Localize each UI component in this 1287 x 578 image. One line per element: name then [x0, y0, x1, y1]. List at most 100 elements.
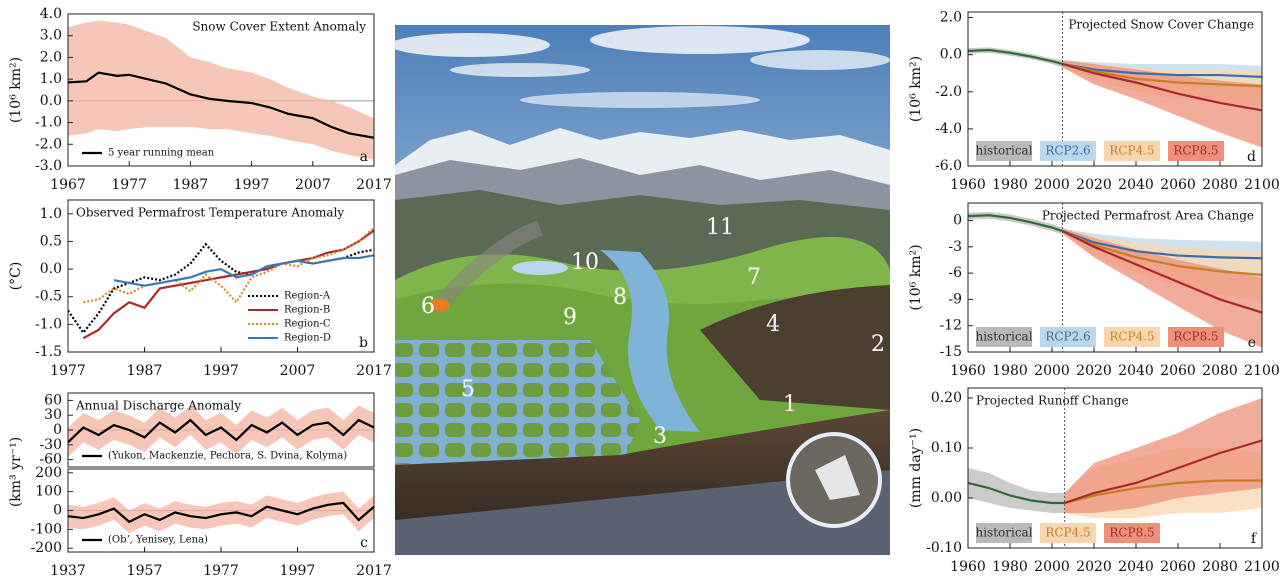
chart-title: Observed Permafrost Temperature Anomaly	[76, 206, 344, 220]
y-tick-label: 0	[53, 422, 62, 438]
uncertainty-band	[1062, 228, 1262, 348]
x-tick-label: 1960	[950, 363, 986, 379]
plot-frame	[967, 202, 1263, 353]
plot-area	[68, 491, 374, 534]
series-line	[968, 481, 1065, 505]
y-tick-label: 3.0	[40, 28, 62, 44]
y-tick-label: -30	[39, 437, 62, 453]
legend-label: Region-D	[284, 333, 331, 344]
illustration-label: 3	[653, 424, 667, 449]
illustration-label: 8	[613, 285, 627, 310]
y-axis-label: (mm day⁻¹)	[908, 428, 924, 508]
x-tick-label: 2020	[1076, 363, 1112, 379]
uncertainty-band	[968, 468, 1065, 513]
x-tick-label: 2040	[1118, 177, 1154, 193]
y-axis-label: (°C)	[8, 262, 24, 291]
series-line	[68, 418, 374, 444]
legend-swatch	[1104, 141, 1160, 161]
uncertainty-band	[1062, 60, 1262, 148]
series-line	[1062, 62, 1262, 112]
x-tick-label: 1960	[950, 559, 986, 575]
illustration-label: 10	[571, 250, 599, 275]
y-tick-label: 100	[35, 484, 62, 500]
y-tick-label: 2.0	[940, 10, 962, 26]
y-tick-label: -200	[31, 540, 62, 556]
x-tick-label: 1937	[50, 563, 86, 578]
x-tick-label: 2020	[1076, 177, 1112, 193]
series-line	[1062, 230, 1262, 314]
y-tick-label: 4.0	[40, 6, 62, 22]
y-tick-label: 2.0	[40, 49, 62, 65]
y-tick-label: -6.0	[935, 158, 962, 174]
series-line	[68, 501, 374, 524]
y-tick-label: -2.0	[935, 84, 962, 100]
y-tick-label: -4.0	[935, 121, 962, 137]
x-tick-label: 1997	[203, 363, 239, 379]
series-line	[968, 214, 1063, 233]
x-tick-label: 2007	[295, 177, 331, 193]
legend-swatch	[1168, 141, 1224, 161]
series-line	[68, 71, 374, 139]
x-tick-label: 1960	[950, 177, 986, 193]
y-tick-label: -12	[939, 318, 962, 334]
legend-label: Region-B	[284, 305, 330, 316]
series-line	[1062, 62, 1262, 88]
illustration-label: 9	[563, 305, 577, 330]
panel-letter: e	[1248, 335, 1256, 351]
x-tick-label: 2040	[1118, 559, 1154, 575]
legend-label: historical	[975, 330, 1032, 344]
x-tick-label: 2040	[1118, 363, 1154, 379]
x-tick-label: 1987	[173, 177, 209, 193]
legend-swatch	[1104, 523, 1160, 543]
panel-letter: f	[1251, 531, 1258, 547]
x-tick-label: 2060	[1160, 363, 1196, 379]
x-tick-label: 1997	[280, 563, 316, 578]
illustration-label: 1	[783, 392, 797, 417]
y-tick-label: -9	[948, 291, 962, 307]
x-tick-label: 2060	[1160, 177, 1196, 193]
series-line	[113, 254, 374, 287]
x-tick-label: 2017	[356, 563, 392, 578]
series-line	[1064, 439, 1262, 505]
chart-title: Projected Snow Cover Change	[1068, 18, 1254, 32]
y-tick-label: 30	[44, 407, 62, 423]
series-line	[1062, 62, 1262, 79]
y-tick-label: -3.0	[35, 158, 62, 174]
x-tick-label: 1997	[234, 177, 270, 193]
panel-letter: d	[1247, 149, 1256, 165]
legend-swatch	[976, 141, 1032, 161]
illustration-label: 11	[706, 215, 734, 240]
legend-swatch	[1040, 141, 1096, 161]
legend-label: RCP8.5	[1173, 144, 1218, 158]
x-tick-label: 1977	[203, 563, 239, 578]
x-tick-label: 1977	[50, 363, 86, 379]
x-tick-label: 1980	[992, 559, 1028, 575]
x-tick-label: 1967	[50, 177, 86, 193]
series-line	[968, 48, 1063, 66]
legend-label: RCP2.6	[1045, 144, 1090, 158]
series-line	[82, 229, 374, 340]
y-tick-label: -15	[939, 344, 962, 360]
y-tick-label: 0.0	[40, 261, 62, 277]
x-tick-label: 2007	[280, 363, 316, 379]
plot-frame	[967, 11, 1263, 167]
chart-title: Projected Permafrost Area Change	[1042, 209, 1254, 223]
plot-area	[968, 211, 1262, 348]
uncertainty-band	[68, 20, 374, 160]
legend-label: RCP4.5	[1045, 526, 1090, 540]
uncertainty-band	[968, 47, 1063, 68]
y-tick-label: -1.0	[35, 316, 62, 332]
series-line	[1064, 479, 1262, 505]
legend-label: historical	[975, 144, 1032, 158]
y-tick-label: 0.0	[40, 93, 62, 109]
legend-swatch	[976, 327, 1032, 347]
legend-label: Region-C	[284, 319, 331, 330]
y-tick-label: 0	[953, 213, 962, 229]
y-tick-label: -60	[39, 452, 62, 468]
y-axis-label: (10⁶ km²)	[908, 244, 924, 310]
panel-letter: b	[359, 335, 368, 351]
plot-area	[68, 226, 374, 340]
uncertainty-band	[1064, 398, 1262, 513]
legend-label: RCP8.5	[1109, 526, 1154, 540]
y-tick-label: 200	[35, 465, 62, 481]
